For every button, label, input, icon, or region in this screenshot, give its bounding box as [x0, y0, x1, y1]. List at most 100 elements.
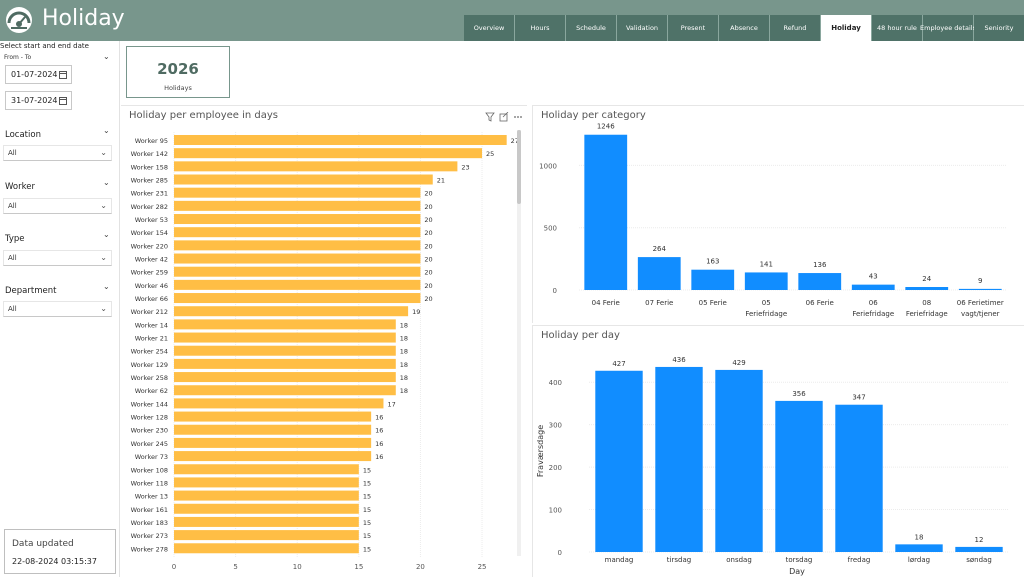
bar [174, 240, 421, 251]
bar [851, 284, 895, 290]
category-label: Worker 154 [131, 229, 168, 237]
bar [174, 319, 396, 330]
date-range-mode[interactable]: From - To [4, 54, 32, 61]
y-tick-label: 400 [549, 379, 562, 387]
data-label: 15 [363, 466, 371, 474]
data-label: 436 [672, 356, 686, 364]
type-value: All [8, 254, 17, 262]
category-label: 05 Feriefridage [745, 299, 787, 318]
end-date-input[interactable]: 31-07-2024 [5, 91, 72, 110]
chevron-down-icon[interactable]: ⌄ [103, 126, 110, 135]
app-title: Holiday [42, 6, 125, 31]
y-axis-title: Fraværsdage [536, 425, 545, 477]
visual-header-icons [485, 112, 522, 122]
bar [174, 187, 421, 198]
bar [174, 477, 359, 488]
type-dropdown[interactable]: All ⌄ [3, 250, 112, 266]
chevron-down-icon[interactable]: ⌄ [103, 52, 110, 61]
category-label: Worker 42 [135, 256, 168, 264]
speedometer-logo-icon [6, 7, 32, 33]
department-dropdown[interactable]: All ⌄ [3, 301, 112, 317]
bar [798, 273, 842, 290]
category-label: 07 Ferie [645, 299, 673, 307]
bar [174, 516, 359, 527]
tab-refund[interactable]: Refund [770, 15, 821, 41]
data-label: 20 [424, 256, 432, 264]
tab-overview[interactable]: Overview [464, 15, 515, 41]
data-label: 163 [706, 258, 719, 266]
employee-chart-svg: 0 5 10 15 20 25 Worker 95 27 Worker 142 25 Worker … [131, 130, 521, 571]
more-options-icon[interactable] [514, 116, 522, 118]
data-label: 24 [922, 275, 931, 283]
bar [174, 385, 396, 396]
data-label: 23 [461, 163, 469, 171]
category-label: torsdag [786, 556, 813, 564]
filter-icon[interactable] [485, 112, 495, 122]
bar [174, 227, 421, 238]
chevron-down-icon[interactable]: ⌄ [100, 201, 107, 210]
bar [174, 503, 359, 514]
bar [174, 358, 396, 369]
bar [174, 464, 359, 475]
category-label: Worker 21 [135, 335, 168, 343]
chevron-down-icon[interactable]: ⌄ [100, 148, 107, 157]
tab-seniority[interactable]: Seniority [974, 15, 1024, 41]
category-label: Worker 14 [135, 321, 168, 329]
data-label: 18 [400, 348, 408, 356]
category-label-line: 05 Ferie [699, 299, 727, 307]
calendar-icon[interactable] [59, 71, 67, 79]
y-tick-label: 0 [553, 287, 557, 295]
y-tick-label: 0 [558, 549, 562, 557]
data-label: 18 [400, 321, 408, 329]
y-tick-label: 1000 [539, 162, 557, 170]
chevron-down-icon[interactable]: ⌄ [103, 178, 110, 187]
data-label: 15 [363, 545, 371, 553]
tab-present[interactable]: Present [668, 15, 719, 41]
start-date-input[interactable]: 01-07-2024 [5, 65, 72, 84]
data-label: 20 [424, 229, 432, 237]
focus-mode-icon[interactable] [499, 112, 509, 122]
data-label: 25 [486, 150, 494, 158]
x-tick-label: 0 [172, 563, 176, 571]
chevron-down-icon[interactable]: ⌄ [103, 282, 110, 291]
category-label-line: Feriefridage [852, 310, 894, 318]
tab-hours[interactable]: Hours [515, 15, 566, 41]
category-label-line: 06 [869, 299, 878, 307]
category-label: Worker 278 [131, 545, 168, 553]
tab-holiday[interactable]: Holiday [821, 15, 872, 41]
bar [637, 257, 681, 290]
chevron-down-icon[interactable]: ⌄ [100, 253, 107, 262]
data-label: 264 [653, 245, 667, 253]
holidays-kpi-card: 2026 Holidays [126, 46, 230, 98]
scrollbar-thumb[interactable] [517, 130, 521, 204]
tab-employee-details[interactable]: Employee details [920, 15, 976, 41]
category-label: Worker 158 [131, 163, 168, 171]
bar [835, 404, 883, 552]
bar [174, 451, 372, 462]
tab-schedule[interactable]: Schedule [566, 15, 617, 41]
worker-dropdown[interactable]: All ⌄ [3, 198, 112, 214]
data-label: 136 [813, 261, 827, 269]
x-tick-label: 25 [478, 563, 487, 571]
tab-48-hour-rule[interactable]: 48 hour rule [872, 15, 923, 41]
tab-absence[interactable]: Absence [719, 15, 770, 41]
chevron-down-icon[interactable]: ⌄ [103, 230, 110, 239]
category-label: Worker 254 [131, 348, 168, 356]
data-label: 9 [978, 277, 982, 285]
data-label: 141 [760, 260, 773, 268]
data-label: 16 [375, 427, 383, 435]
data-label: 18 [400, 374, 408, 382]
chevron-down-icon[interactable]: ⌄ [100, 304, 107, 313]
tab-validation[interactable]: Validation [617, 15, 668, 41]
category-label: 06 Ferie [806, 299, 834, 307]
scrollbar-track [517, 130, 521, 556]
bar [595, 370, 643, 552]
location-dropdown[interactable]: All ⌄ [3, 145, 112, 161]
kpi-label: Holidays [164, 84, 192, 92]
category-label-line: 07 Ferie [645, 299, 673, 307]
category-label: Worker 73 [135, 453, 168, 461]
calendar-icon[interactable] [59, 97, 67, 105]
category-label: Worker 230 [131, 427, 168, 435]
data-label: 15 [363, 519, 371, 527]
category-label: onsdag [726, 556, 752, 564]
